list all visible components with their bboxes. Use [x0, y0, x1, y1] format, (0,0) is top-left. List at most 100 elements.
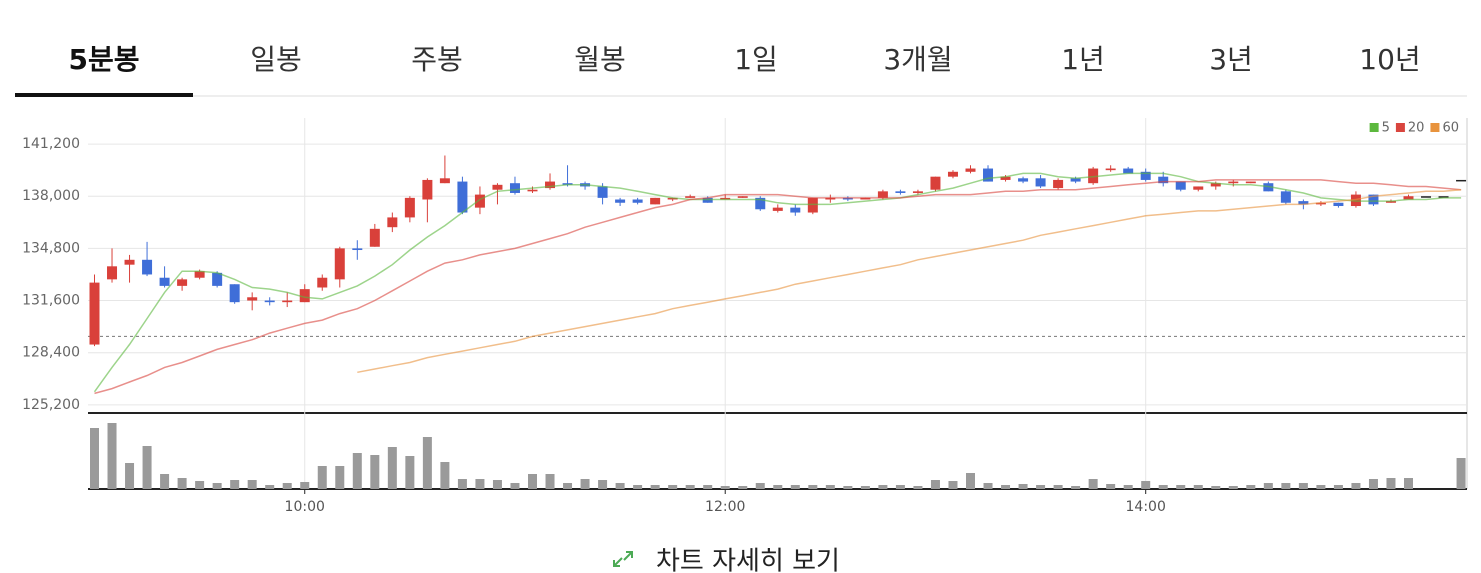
candle-body — [597, 186, 608, 198]
volume-bar — [738, 486, 748, 489]
volume-bar — [1351, 483, 1361, 489]
chart-detail-link[interactable]: 차트 자세히 보기 — [656, 547, 840, 573]
period-tab[interactable]: 3개월 — [883, 43, 953, 76]
moving-average-line — [94, 179, 1462, 395]
candle-body — [1368, 194, 1379, 205]
legend-label: 5 — [1382, 121, 1390, 136]
candle-body — [667, 197, 678, 200]
volume-bar — [983, 483, 993, 489]
candle-body — [877, 191, 888, 198]
volume-bar — [317, 466, 327, 489]
candle-body — [1123, 168, 1134, 174]
period-tab[interactable]: 일봉 — [250, 43, 302, 76]
candle-body — [860, 197, 871, 200]
candle-body — [1140, 171, 1151, 180]
volume-bar — [1404, 478, 1413, 489]
candle-body — [369, 228, 380, 247]
volume-bar — [282, 483, 292, 489]
candle-body — [1298, 201, 1309, 205]
candle-body — [685, 196, 696, 198]
candle-body — [1228, 181, 1239, 184]
candle-body — [1245, 181, 1256, 184]
volume-bar — [1053, 485, 1063, 489]
volume-bar — [633, 485, 643, 489]
candle-body — [1421, 196, 1432, 198]
volume-bar — [948, 481, 958, 489]
volume-bar — [1263, 483, 1273, 489]
candle-body — [282, 300, 293, 303]
candle-body — [720, 197, 731, 200]
candle-body — [352, 248, 363, 251]
candle-body — [1280, 191, 1291, 203]
legend-swatch — [1369, 123, 1379, 132]
volume-bar — [1141, 481, 1151, 489]
volume-bar — [177, 478, 187, 489]
volume-bar — [457, 479, 467, 489]
candle-body — [895, 191, 906, 193]
volume-bar — [1386, 478, 1396, 489]
volume-bar — [247, 480, 257, 489]
volume-bar — [300, 482, 310, 489]
period-tab[interactable]: 3년 — [1209, 43, 1253, 76]
volume-bar — [598, 480, 608, 489]
candle-body — [142, 259, 153, 275]
candle-body — [772, 207, 783, 211]
period-tab[interactable]: 1년 — [1061, 43, 1105, 76]
volume-bar — [405, 456, 415, 489]
volume-bar — [1018, 484, 1028, 489]
volume-bar — [125, 463, 135, 489]
candle-body — [807, 197, 818, 213]
volume-bar — [1176, 485, 1186, 489]
volume-bar — [668, 485, 678, 489]
candle-body — [1403, 196, 1414, 200]
period-tab[interactable]: 10년 — [1359, 43, 1421, 76]
candle-body — [947, 171, 958, 177]
volume-bar — [878, 485, 888, 489]
legend-swatch — [1395, 123, 1405, 132]
volume-bar — [160, 474, 170, 489]
volume-bar — [1316, 485, 1326, 489]
candle-body — [965, 168, 976, 172]
candle-body — [229, 284, 240, 303]
volume-bar — [563, 483, 573, 489]
volume-bar — [720, 486, 730, 489]
volume-bar — [1036, 485, 1046, 489]
candle-body — [1350, 194, 1361, 207]
period-tab[interactable]: 주봉 — [411, 43, 463, 76]
volume-bar — [825, 485, 835, 489]
candle-body — [527, 189, 538, 192]
candle-body — [702, 197, 713, 203]
period-tab[interactable]: 월봉 — [574, 43, 626, 76]
volume-bar — [1211, 486, 1221, 489]
x-tick-label: 10:00 — [285, 499, 325, 515]
candle-body — [404, 197, 415, 218]
candle-body — [1175, 181, 1186, 190]
volume-bar — [615, 483, 625, 489]
candle-body — [509, 183, 520, 193]
candle-body — [545, 181, 556, 189]
volume-bar — [1001, 485, 1011, 489]
selected-underline — [15, 93, 193, 97]
volume-bar — [142, 446, 152, 489]
volume-bar — [685, 485, 695, 489]
legend-label: 60 — [1442, 121, 1459, 136]
volume-bar — [107, 423, 117, 489]
candle-body — [1456, 179, 1467, 182]
candle-body — [912, 191, 923, 193]
candle-body — [562, 183, 573, 185]
volume-bar — [930, 480, 940, 489]
candle-body — [930, 176, 941, 190]
period-tab[interactable]: 1일 — [734, 43, 778, 76]
period-tab[interactable]: 5분봉 — [68, 43, 140, 76]
candle-body — [790, 207, 801, 213]
volume-bar — [370, 455, 380, 489]
volume-bar — [1088, 479, 1098, 489]
candle-body — [159, 277, 170, 286]
candle-body — [107, 266, 118, 280]
candle-body — [650, 197, 661, 205]
volume-bar — [492, 480, 502, 489]
volume-bar — [422, 437, 432, 489]
candle-body — [457, 181, 468, 213]
